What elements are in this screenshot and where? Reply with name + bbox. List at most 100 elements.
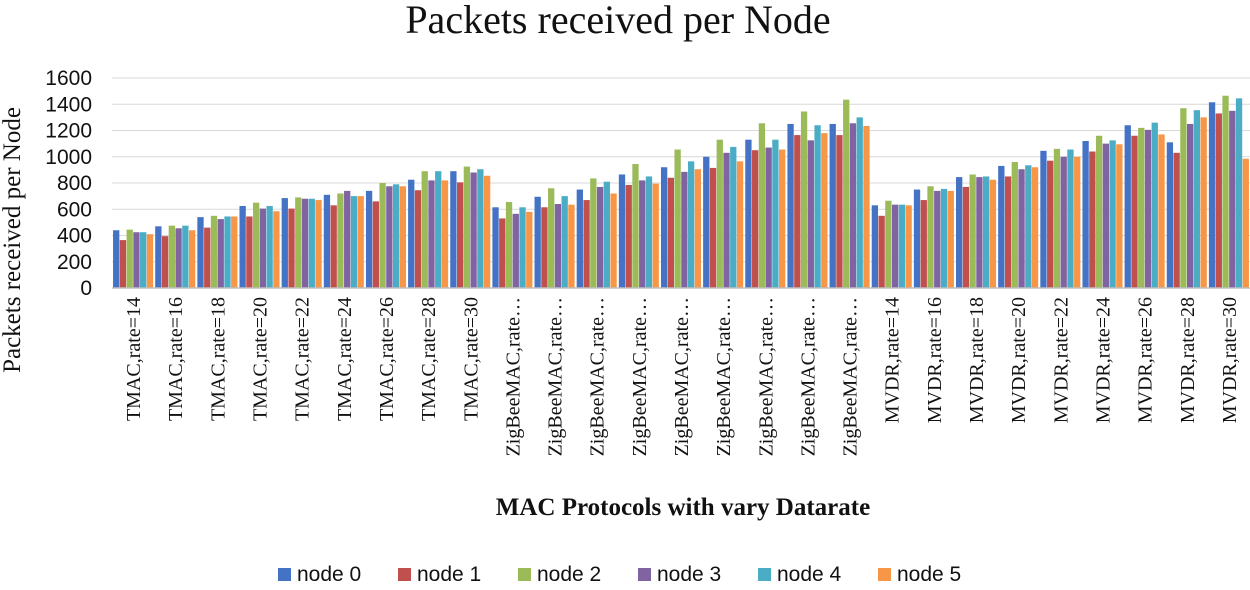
x-tick-label: ZigBeeMAC,rate… [713, 297, 735, 456]
bar-node-4 [477, 169, 484, 288]
bar-node-5 [399, 186, 406, 288]
bar-node-1 [794, 135, 801, 288]
bar-node-2 [463, 166, 471, 288]
bar-node-3 [807, 140, 814, 288]
bar-node-5 [146, 234, 154, 288]
bar-node-0 [1124, 125, 1131, 288]
legend-swatch [278, 568, 291, 581]
legend-label: node 3 [657, 563, 721, 586]
bar-node-2 [548, 188, 555, 288]
y-tick-label: 400 [57, 225, 92, 248]
bar-node-3 [1187, 123, 1194, 288]
bar-node-3 [934, 190, 941, 289]
bar-node-4 [983, 176, 990, 288]
y-tick-label: 1200 [45, 120, 92, 143]
bar-node-2 [252, 202, 260, 288]
bar-node-2 [590, 178, 597, 288]
bar-node-4 [392, 184, 400, 288]
x-tick-label: ZigBeeMAC,rate… [587, 297, 609, 456]
bar-node-5 [1031, 167, 1039, 288]
bar-node-0 [1208, 102, 1216, 288]
bar-node-5 [1242, 158, 1249, 288]
legend-label: node 4 [777, 563, 842, 586]
bar-node-5 [694, 169, 702, 288]
bar-node-1 [752, 150, 759, 288]
y-axis-ticks: 0 200 400 600 800 1000 1200 1400 1600 [45, 67, 92, 300]
x-tick-label: MVDR,rate=20 [1008, 297, 1030, 423]
bar-node-3 [344, 190, 351, 289]
x-tick-label: TMAC,rate=20 [250, 297, 272, 421]
bar-node-2 [969, 174, 976, 288]
bar-node-1 [119, 240, 127, 288]
bar-node-3 [175, 228, 182, 288]
bar-node-2 [168, 225, 175, 288]
legend-swatch [878, 568, 891, 581]
x-tick-label: TMAC,rate=30 [460, 297, 482, 421]
bar-node-1 [878, 215, 885, 288]
bar-node-2 [800, 111, 808, 288]
bar-node-0 [113, 230, 120, 288]
bar-node-0 [703, 156, 710, 288]
y-tick-label: 1400 [45, 93, 92, 116]
x-tick-label: TMAC,rate=28 [418, 297, 440, 421]
bar-node-4 [1109, 140, 1116, 288]
bar-node-1 [330, 205, 337, 288]
bar-node-1 [1047, 160, 1054, 288]
legend-label: node 5 [897, 563, 961, 586]
bar-node-5 [610, 193, 617, 288]
x-tick-label: MVDR,rate=24 [1093, 297, 1115, 423]
bar-node-4 [519, 207, 526, 288]
bar-node-0 [745, 139, 752, 288]
bar-node-1 [499, 218, 506, 288]
y-tick-label: 600 [57, 198, 92, 221]
x-tick-label: ZigBeeMAC,rate… [545, 297, 567, 456]
bar-node-1 [962, 186, 970, 288]
bar-node-0 [408, 179, 415, 288]
x-tick-label: TMAC,rate=24 [334, 297, 356, 421]
bar-node-0 [1040, 150, 1047, 288]
bar-node-3 [765, 147, 772, 288]
chart-title: Packets received per Node [405, 0, 830, 42]
y-tick-label: 200 [57, 251, 92, 274]
bar-node-5 [1074, 156, 1081, 288]
bar-node-3 [681, 171, 688, 288]
bar-node-0 [1082, 141, 1089, 288]
bar-node-4 [561, 196, 568, 289]
bar-node-3 [301, 198, 309, 288]
legend-swatch [758, 568, 771, 581]
bar-node-5 [483, 175, 491, 288]
bar-node-4 [1235, 98, 1243, 288]
bar-node-4 [1067, 149, 1074, 288]
bar-node-2 [632, 163, 639, 288]
legend-swatch [638, 568, 651, 581]
bar-node-0 [323, 194, 331, 288]
y-tick-label: 800 [57, 172, 92, 195]
bar-node-2 [674, 149, 681, 288]
bar-node-2 [1138, 127, 1145, 289]
bar-node-4 [603, 181, 610, 288]
bar-node-5 [273, 211, 280, 288]
bar-node-1 [204, 227, 211, 289]
bar-node-3 [470, 172, 477, 288]
bar-node-1 [246, 216, 253, 288]
bar-node-5 [357, 196, 364, 289]
bar-node-4 [730, 146, 737, 288]
bar-node-5 [441, 180, 449, 289]
bar-node-3 [428, 180, 435, 289]
bar-node-1 [836, 135, 843, 288]
x-axis-ticks: TMAC,rate=14 TMAC,rate=16 TMAC,rate=18 TMAC… [123, 297, 1241, 456]
gridlines [112, 77, 1250, 263]
bar-node-4 [856, 117, 863, 289]
bar-node-1 [1089, 151, 1096, 288]
bar-node-1 [667, 177, 675, 288]
bar-node-4 [1025, 165, 1032, 288]
bar-node-3 [596, 186, 604, 288]
bar-node-3 [217, 219, 224, 288]
x-tick-label: MVDR,rate=26 [1135, 297, 1157, 423]
bar-node-1 [920, 200, 927, 288]
bar-node-3 [1060, 156, 1067, 288]
bar-node-0 [534, 196, 541, 288]
bar-node-2 [295, 197, 302, 288]
